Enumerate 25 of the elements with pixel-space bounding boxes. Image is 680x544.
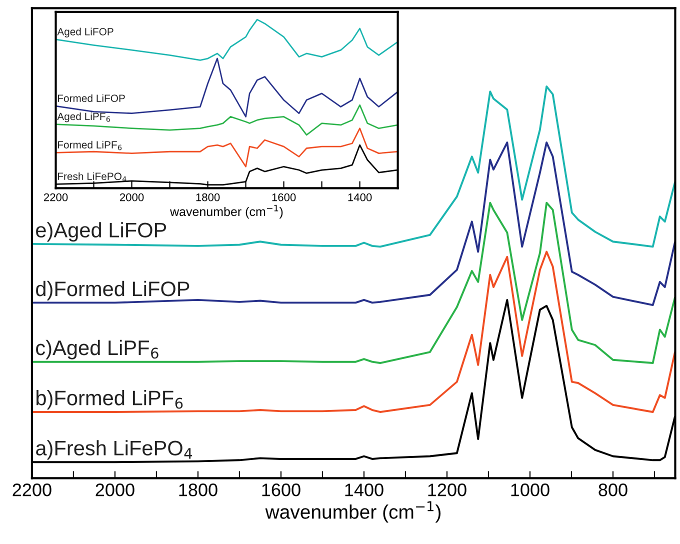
x-axis-title: wavenumber (cm$^{−1}$) bbox=[170, 204, 283, 219]
series-label: Formed LiFOP bbox=[58, 94, 125, 102]
series-label: Aged LiFOP bbox=[57, 28, 114, 38]
series-label: a)Fresh LiFePO$_{4}$ bbox=[36, 440, 192, 460]
series-label: Fresh LiFePO$_{4}$ bbox=[58, 172, 126, 182]
series-label: c)Aged LiPF$_{6}$ bbox=[36, 340, 158, 360]
x-tick-label: 2200 bbox=[12, 484, 52, 496]
x-tick-label: 1800 bbox=[196, 193, 220, 202]
x-tick-label: 800 bbox=[598, 484, 628, 496]
x-tick-label: 1400 bbox=[348, 193, 372, 202]
x-tick-label: 1800 bbox=[179, 484, 218, 496]
x-tick-label: 1600 bbox=[262, 484, 300, 496]
x-tick-label: 1400 bbox=[345, 484, 384, 496]
series-label: Formed LiPF$_{6}$ bbox=[58, 140, 122, 150]
x-tick-label: 2200 bbox=[44, 193, 68, 202]
x-axis-title: wavenumber (cm$^{−1}$) bbox=[265, 501, 440, 523]
x-tick-label: 1000 bbox=[511, 484, 550, 496]
x-tick-label: 2000 bbox=[120, 193, 144, 202]
x-tick-label: 2000 bbox=[96, 484, 134, 496]
series-label: Aged LiPF$_{6}$ bbox=[57, 112, 110, 122]
series-label: d)Formed LiFOP bbox=[36, 280, 190, 300]
series-label: b)Formed LiPF$_{6}$ bbox=[36, 390, 183, 410]
series-label: e)Aged LiFOP bbox=[36, 222, 166, 242]
x-tick-label: 1200 bbox=[428, 484, 466, 496]
x-tick-label: 1600 bbox=[272, 193, 296, 202]
